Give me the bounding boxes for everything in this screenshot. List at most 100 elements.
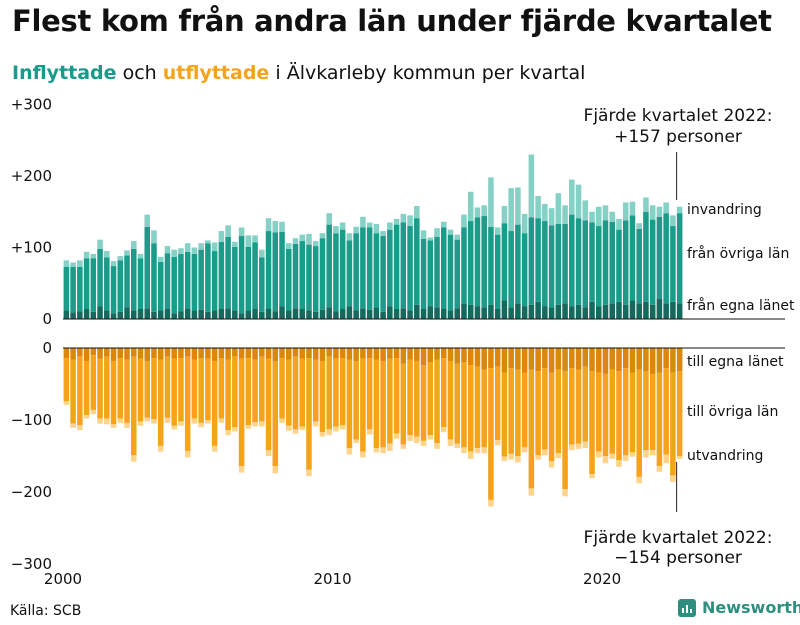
bar-to-other-counties bbox=[380, 360, 386, 448]
bar-immigration bbox=[306, 233, 312, 245]
bar-from-other-counties bbox=[373, 233, 380, 308]
bar-from-other-counties bbox=[602, 220, 609, 305]
bar-to-other-counties bbox=[461, 362, 467, 448]
bar-from-other-counties bbox=[83, 258, 90, 309]
bar-to-own-county bbox=[521, 348, 528, 373]
bar-to-own-county bbox=[366, 348, 373, 359]
bar-from-own-county bbox=[346, 306, 353, 319]
bar-from-own-county bbox=[467, 304, 474, 319]
bar-from-other-counties bbox=[232, 246, 238, 311]
bar-to-own-county bbox=[90, 348, 97, 356]
bar-from-own-county bbox=[373, 307, 380, 319]
bar-immigration bbox=[461, 214, 467, 228]
bar-immigration bbox=[494, 227, 501, 235]
bar-emigration bbox=[205, 420, 211, 424]
series-label: till övriga län bbox=[687, 404, 778, 420]
bar-emigration bbox=[622, 455, 629, 462]
bar-from-own-county bbox=[184, 308, 191, 319]
bar-emigration bbox=[521, 447, 528, 453]
bar-emigration bbox=[265, 450, 272, 456]
bar-from-other-counties bbox=[488, 226, 494, 305]
bar-to-other-counties bbox=[609, 369, 616, 454]
bar-to-other-counties bbox=[326, 356, 332, 430]
bar-from-other-counties bbox=[622, 220, 629, 305]
bar-from-own-county bbox=[366, 309, 373, 319]
bar-from-own-county bbox=[312, 311, 319, 319]
bar-from-other-counties bbox=[387, 229, 393, 307]
bar-to-other-counties bbox=[144, 360, 151, 418]
bar-emigration bbox=[414, 436, 420, 444]
bar-to-own-county bbox=[501, 348, 508, 373]
bar-to-own-county bbox=[218, 348, 225, 359]
bar-immigration bbox=[151, 230, 157, 244]
bar-immigration bbox=[205, 240, 211, 244]
bar-to-own-county bbox=[339, 348, 346, 359]
bar-from-other-counties bbox=[238, 236, 245, 314]
bar-to-other-counties bbox=[643, 371, 649, 451]
bar-immigration bbox=[238, 227, 245, 237]
bar-to-other-counties bbox=[299, 358, 306, 427]
bar-to-other-counties bbox=[346, 359, 353, 449]
bar-to-other-counties bbox=[104, 356, 110, 419]
bar-from-own-county bbox=[164, 308, 171, 319]
bar-immigration bbox=[285, 243, 292, 249]
bar-from-own-county bbox=[117, 311, 124, 319]
bar-to-own-county bbox=[535, 348, 541, 372]
bar-to-own-county bbox=[427, 348, 434, 363]
bar-to-other-counties bbox=[649, 373, 656, 451]
bar-to-other-counties bbox=[373, 359, 380, 449]
bar-to-own-county bbox=[346, 348, 353, 360]
bar-from-own-county bbox=[663, 303, 669, 319]
bar-immigration bbox=[319, 233, 326, 239]
bar-from-own-county bbox=[602, 304, 609, 319]
bar-emigration bbox=[238, 466, 245, 473]
bar-from-own-county bbox=[265, 308, 272, 319]
subtitle-outflow-label: utflyttade bbox=[162, 62, 270, 84]
bar-emigration bbox=[481, 447, 487, 454]
bar-from-own-county bbox=[232, 310, 238, 319]
bar-immigration bbox=[643, 197, 649, 212]
bar-immigration bbox=[191, 247, 198, 254]
bar-immigration bbox=[326, 213, 332, 225]
bar-to-own-county bbox=[528, 348, 535, 370]
bar-to-own-county bbox=[77, 348, 83, 357]
bar-from-other-counties bbox=[521, 233, 528, 307]
bar-immigration bbox=[211, 242, 218, 252]
bar-immigration bbox=[535, 196, 541, 219]
bar-immigration bbox=[602, 205, 609, 221]
bar-from-own-county bbox=[238, 313, 245, 319]
bar-immigration bbox=[629, 201, 636, 216]
bar-to-other-counties bbox=[676, 371, 683, 456]
bar-to-other-counties bbox=[440, 358, 447, 428]
bar-to-other-counties bbox=[63, 358, 70, 402]
y-tick-label: −200 bbox=[11, 483, 52, 501]
bar-emigration bbox=[144, 417, 151, 422]
bar-from-other-counties bbox=[171, 256, 177, 314]
bar-to-other-counties bbox=[602, 373, 609, 456]
bar-from-other-counties bbox=[164, 253, 171, 309]
bar-from-own-county bbox=[393, 308, 400, 319]
bar-from-own-county bbox=[83, 308, 90, 319]
bar-from-own-county bbox=[279, 306, 285, 319]
bar-to-own-county bbox=[205, 348, 211, 359]
bar-from-other-counties bbox=[676, 213, 683, 304]
bar-from-other-counties bbox=[259, 257, 265, 312]
bar-from-other-counties bbox=[582, 220, 589, 308]
bar-to-other-counties bbox=[434, 359, 440, 444]
bar-immigration bbox=[447, 229, 454, 235]
bar-from-other-counties bbox=[414, 218, 420, 305]
bar-emigration bbox=[501, 456, 508, 462]
bar-to-own-county bbox=[434, 348, 440, 360]
bar-emigration bbox=[97, 418, 103, 424]
bar-to-other-counties bbox=[279, 358, 285, 419]
bar-from-own-county bbox=[157, 310, 164, 319]
bar-to-own-county bbox=[63, 348, 70, 359]
series-label: från övriga län bbox=[687, 245, 789, 262]
bar-emigration bbox=[643, 450, 649, 458]
bar-emigration bbox=[319, 432, 326, 437]
bar-from-other-counties bbox=[420, 238, 427, 309]
bar-to-own-county bbox=[447, 348, 454, 361]
bar-emigration bbox=[569, 444, 575, 451]
bar-immigration bbox=[218, 231, 225, 242]
bar-from-other-counties bbox=[434, 236, 440, 308]
